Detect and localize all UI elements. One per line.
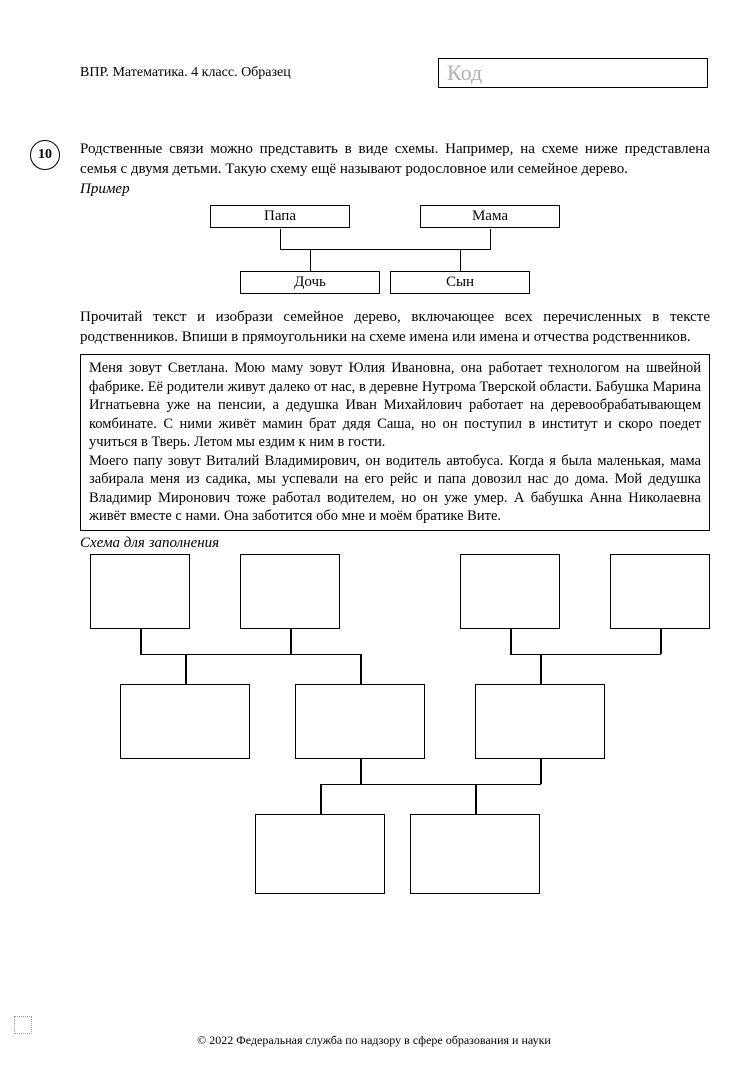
story-paragraph-1: Меня зовут Светлана. Мою маму зовут Юлия… — [89, 359, 701, 452]
doc-header: ВПР. Математика. 4 класс. Образец — [80, 65, 291, 81]
tree-box-mama: Мама — [420, 205, 560, 228]
instruction-paragraph: Прочитай текст и изобрази семейное дерев… — [80, 308, 710, 348]
schema-box[interactable] — [610, 554, 710, 629]
page-footer: © 2022 Федеральная служба по надзору в с… — [0, 1033, 748, 1048]
schema-box[interactable] — [120, 684, 250, 759]
fill-in-schema — [80, 554, 710, 924]
code-input-box[interactable]: Код — [438, 58, 708, 88]
example-label: Пример — [80, 180, 710, 200]
schema-box[interactable] — [90, 554, 190, 629]
tree-box-papa: Папа — [210, 205, 350, 228]
schema-box[interactable] — [410, 814, 540, 894]
intro-paragraph: Родственные связи можно представить в ви… — [80, 140, 710, 180]
schema-box[interactable] — [295, 684, 425, 759]
schema-box[interactable] — [240, 554, 340, 629]
tree-box-doch: Дочь — [240, 271, 380, 294]
schema-label: Схема для заполнения — [80, 535, 710, 552]
question-number-badge: 10 — [30, 140, 60, 170]
schema-box[interactable] — [475, 684, 605, 759]
schema-box[interactable] — [460, 554, 560, 629]
story-text-box: Меня зовут Светлана. Мою маму зовут Юлия… — [80, 354, 710, 531]
tree-box-syn: Сын — [390, 271, 530, 294]
story-paragraph-2: Моего папу зовут Виталий Владимирович, о… — [89, 452, 701, 526]
schema-box[interactable] — [255, 814, 385, 894]
example-family-tree: Папа Мама Дочь Сын — [80, 205, 710, 300]
margin-marker — [14, 1016, 32, 1034]
